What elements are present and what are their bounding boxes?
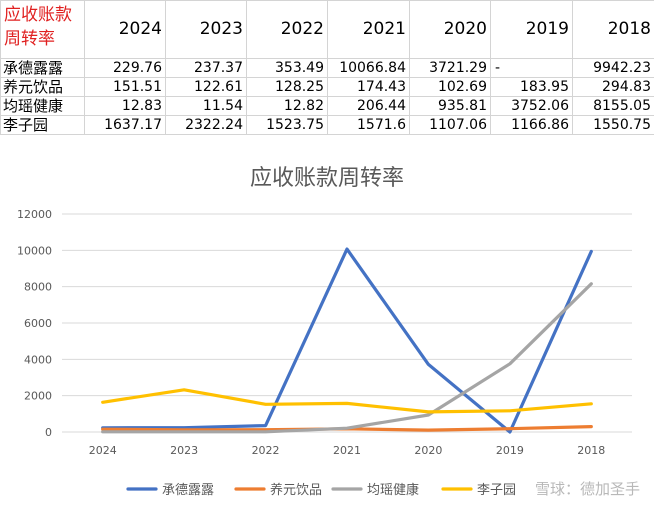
year-header[interactable]: 2020 bbox=[409, 0, 491, 59]
legend-entry[interactable]: 均瑶健康 bbox=[367, 482, 419, 498]
value-cell[interactable]: 3721.29 bbox=[409, 58, 491, 78]
data-table: 应收账款周转率 2024 2023 2022 2021 2020 2019 20… bbox=[0, 0, 654, 135]
y-tick-label: 8000 bbox=[24, 281, 52, 294]
value-cell[interactable]: 1550.75 bbox=[572, 115, 654, 135]
legend-entry[interactable]: 承德露露 bbox=[162, 483, 214, 498]
watermark-text: 雪球：德加圣手 bbox=[535, 480, 640, 498]
value-cell[interactable]: 183.95 bbox=[490, 77, 573, 97]
year-header[interactable]: 2021 bbox=[327, 0, 410, 59]
year-header[interactable]: 2019 bbox=[490, 0, 573, 59]
x-tick-label: 2022 bbox=[252, 444, 280, 457]
y-tick-label: 10000 bbox=[17, 244, 52, 257]
y-tick-label: 2000 bbox=[24, 390, 52, 403]
series-line-3[interactable] bbox=[101, 282, 593, 434]
table-header-row: 应收账款周转率 2024 2023 2022 2021 2020 2019 20… bbox=[0, 0, 654, 59]
value-cell[interactable]: 229.76 bbox=[84, 58, 166, 78]
legend-entry[interactable]: 养元饮品 bbox=[270, 482, 322, 498]
year-header[interactable]: 2024 bbox=[84, 0, 166, 59]
value-cell[interactable]: 122.61 bbox=[165, 77, 247, 97]
x-tick-label: 2021 bbox=[333, 444, 361, 457]
table-row: 李子园 1637.17 2322.24 1523.75 1571.6 1107.… bbox=[0, 115, 654, 135]
table-row: 均瑶健康 12.83 11.54 12.82 206.44 935.81 375… bbox=[0, 96, 654, 116]
legend: 承德露露 养元饮品 均瑶健康 李子园 bbox=[126, 482, 516, 498]
line-chart[interactable]: 应收账款周转率 0 2000 4000 6000 8000 10000 12000 2024… bbox=[0, 153, 654, 511]
company-name-cell[interactable]: 李子园 bbox=[0, 115, 85, 135]
table-corner-label[interactable]: 应收账款周转率 bbox=[0, 0, 85, 59]
value-cell[interactable]: 1107.06 bbox=[409, 115, 491, 135]
year-header[interactable]: 2023 bbox=[165, 0, 247, 59]
x-axis-ticks: 2024 2023 2022 2021 2020 2019 2018 bbox=[89, 444, 606, 457]
y-tick-label: 4000 bbox=[24, 353, 52, 366]
series-line-4[interactable] bbox=[101, 388, 593, 414]
y-tick-label: 0 bbox=[45, 426, 52, 439]
value-cell[interactable]: 174.43 bbox=[327, 77, 410, 97]
value-cell[interactable]: 12.82 bbox=[246, 96, 328, 116]
year-header[interactable]: 2018 bbox=[572, 0, 654, 59]
y-tick-label: 12000 bbox=[17, 208, 52, 221]
chart-canvas: 应收账款周转率 0 2000 4000 6000 8000 10000 12000 2024… bbox=[17, 166, 640, 498]
value-cell[interactable]: 102.69 bbox=[409, 77, 491, 97]
x-tick-label: 2023 bbox=[170, 444, 198, 457]
value-cell[interactable]: 8155.05 bbox=[572, 96, 654, 116]
gridlines bbox=[62, 213, 632, 433]
table-row: 养元饮品 151.51 122.61 128.25 174.43 102.69 … bbox=[0, 77, 654, 97]
value-cell[interactable]: 11.54 bbox=[165, 96, 247, 116]
value-cell[interactable]: 151.51 bbox=[84, 77, 166, 97]
value-cell[interactable]: 353.49 bbox=[246, 58, 328, 78]
table-row: 承德露露 229.76 237.37 353.49 10066.84 3721.… bbox=[0, 58, 654, 78]
value-cell[interactable]: 935.81 bbox=[409, 96, 491, 116]
x-tick-label: 2018 bbox=[577, 444, 605, 457]
value-cell[interactable]: 237.37 bbox=[165, 58, 247, 78]
x-tick-label: 2020 bbox=[414, 444, 442, 457]
value-cell[interactable]: 1637.17 bbox=[84, 115, 166, 135]
value-cell[interactable]: - bbox=[490, 58, 573, 78]
value-cell[interactable]: 9942.23 bbox=[572, 58, 654, 78]
x-tick-label: 2024 bbox=[89, 444, 117, 457]
legend-entry[interactable]: 李子园 bbox=[477, 483, 516, 498]
value-cell[interactable]: 2322.24 bbox=[165, 115, 247, 135]
value-cell[interactable]: 12.83 bbox=[84, 96, 166, 116]
value-cell[interactable]: 1523.75 bbox=[246, 115, 328, 135]
y-axis-ticks: 0 2000 4000 6000 8000 10000 12000 bbox=[17, 208, 52, 439]
value-cell[interactable]: 1166.86 bbox=[490, 115, 573, 135]
series-line-1[interactable] bbox=[101, 247, 593, 434]
value-cell[interactable]: 206.44 bbox=[327, 96, 410, 116]
value-cell[interactable]: 128.25 bbox=[246, 77, 328, 97]
x-tick-label: 2019 bbox=[496, 444, 524, 457]
value-cell[interactable]: 10066.84 bbox=[327, 58, 410, 78]
year-header[interactable]: 2022 bbox=[246, 0, 328, 59]
company-name-cell[interactable]: 均瑶健康 bbox=[0, 96, 85, 116]
value-cell[interactable]: 294.83 bbox=[572, 77, 654, 97]
chart-title: 应收账款周转率 bbox=[250, 166, 404, 191]
company-name-cell[interactable]: 承德露露 bbox=[0, 58, 85, 78]
company-name-cell[interactable]: 养元饮品 bbox=[0, 77, 85, 97]
value-cell[interactable]: 1571.6 bbox=[327, 115, 410, 135]
series-lines bbox=[101, 247, 593, 434]
value-cell[interactable]: 3752.06 bbox=[490, 96, 573, 116]
y-tick-label: 6000 bbox=[24, 317, 52, 330]
